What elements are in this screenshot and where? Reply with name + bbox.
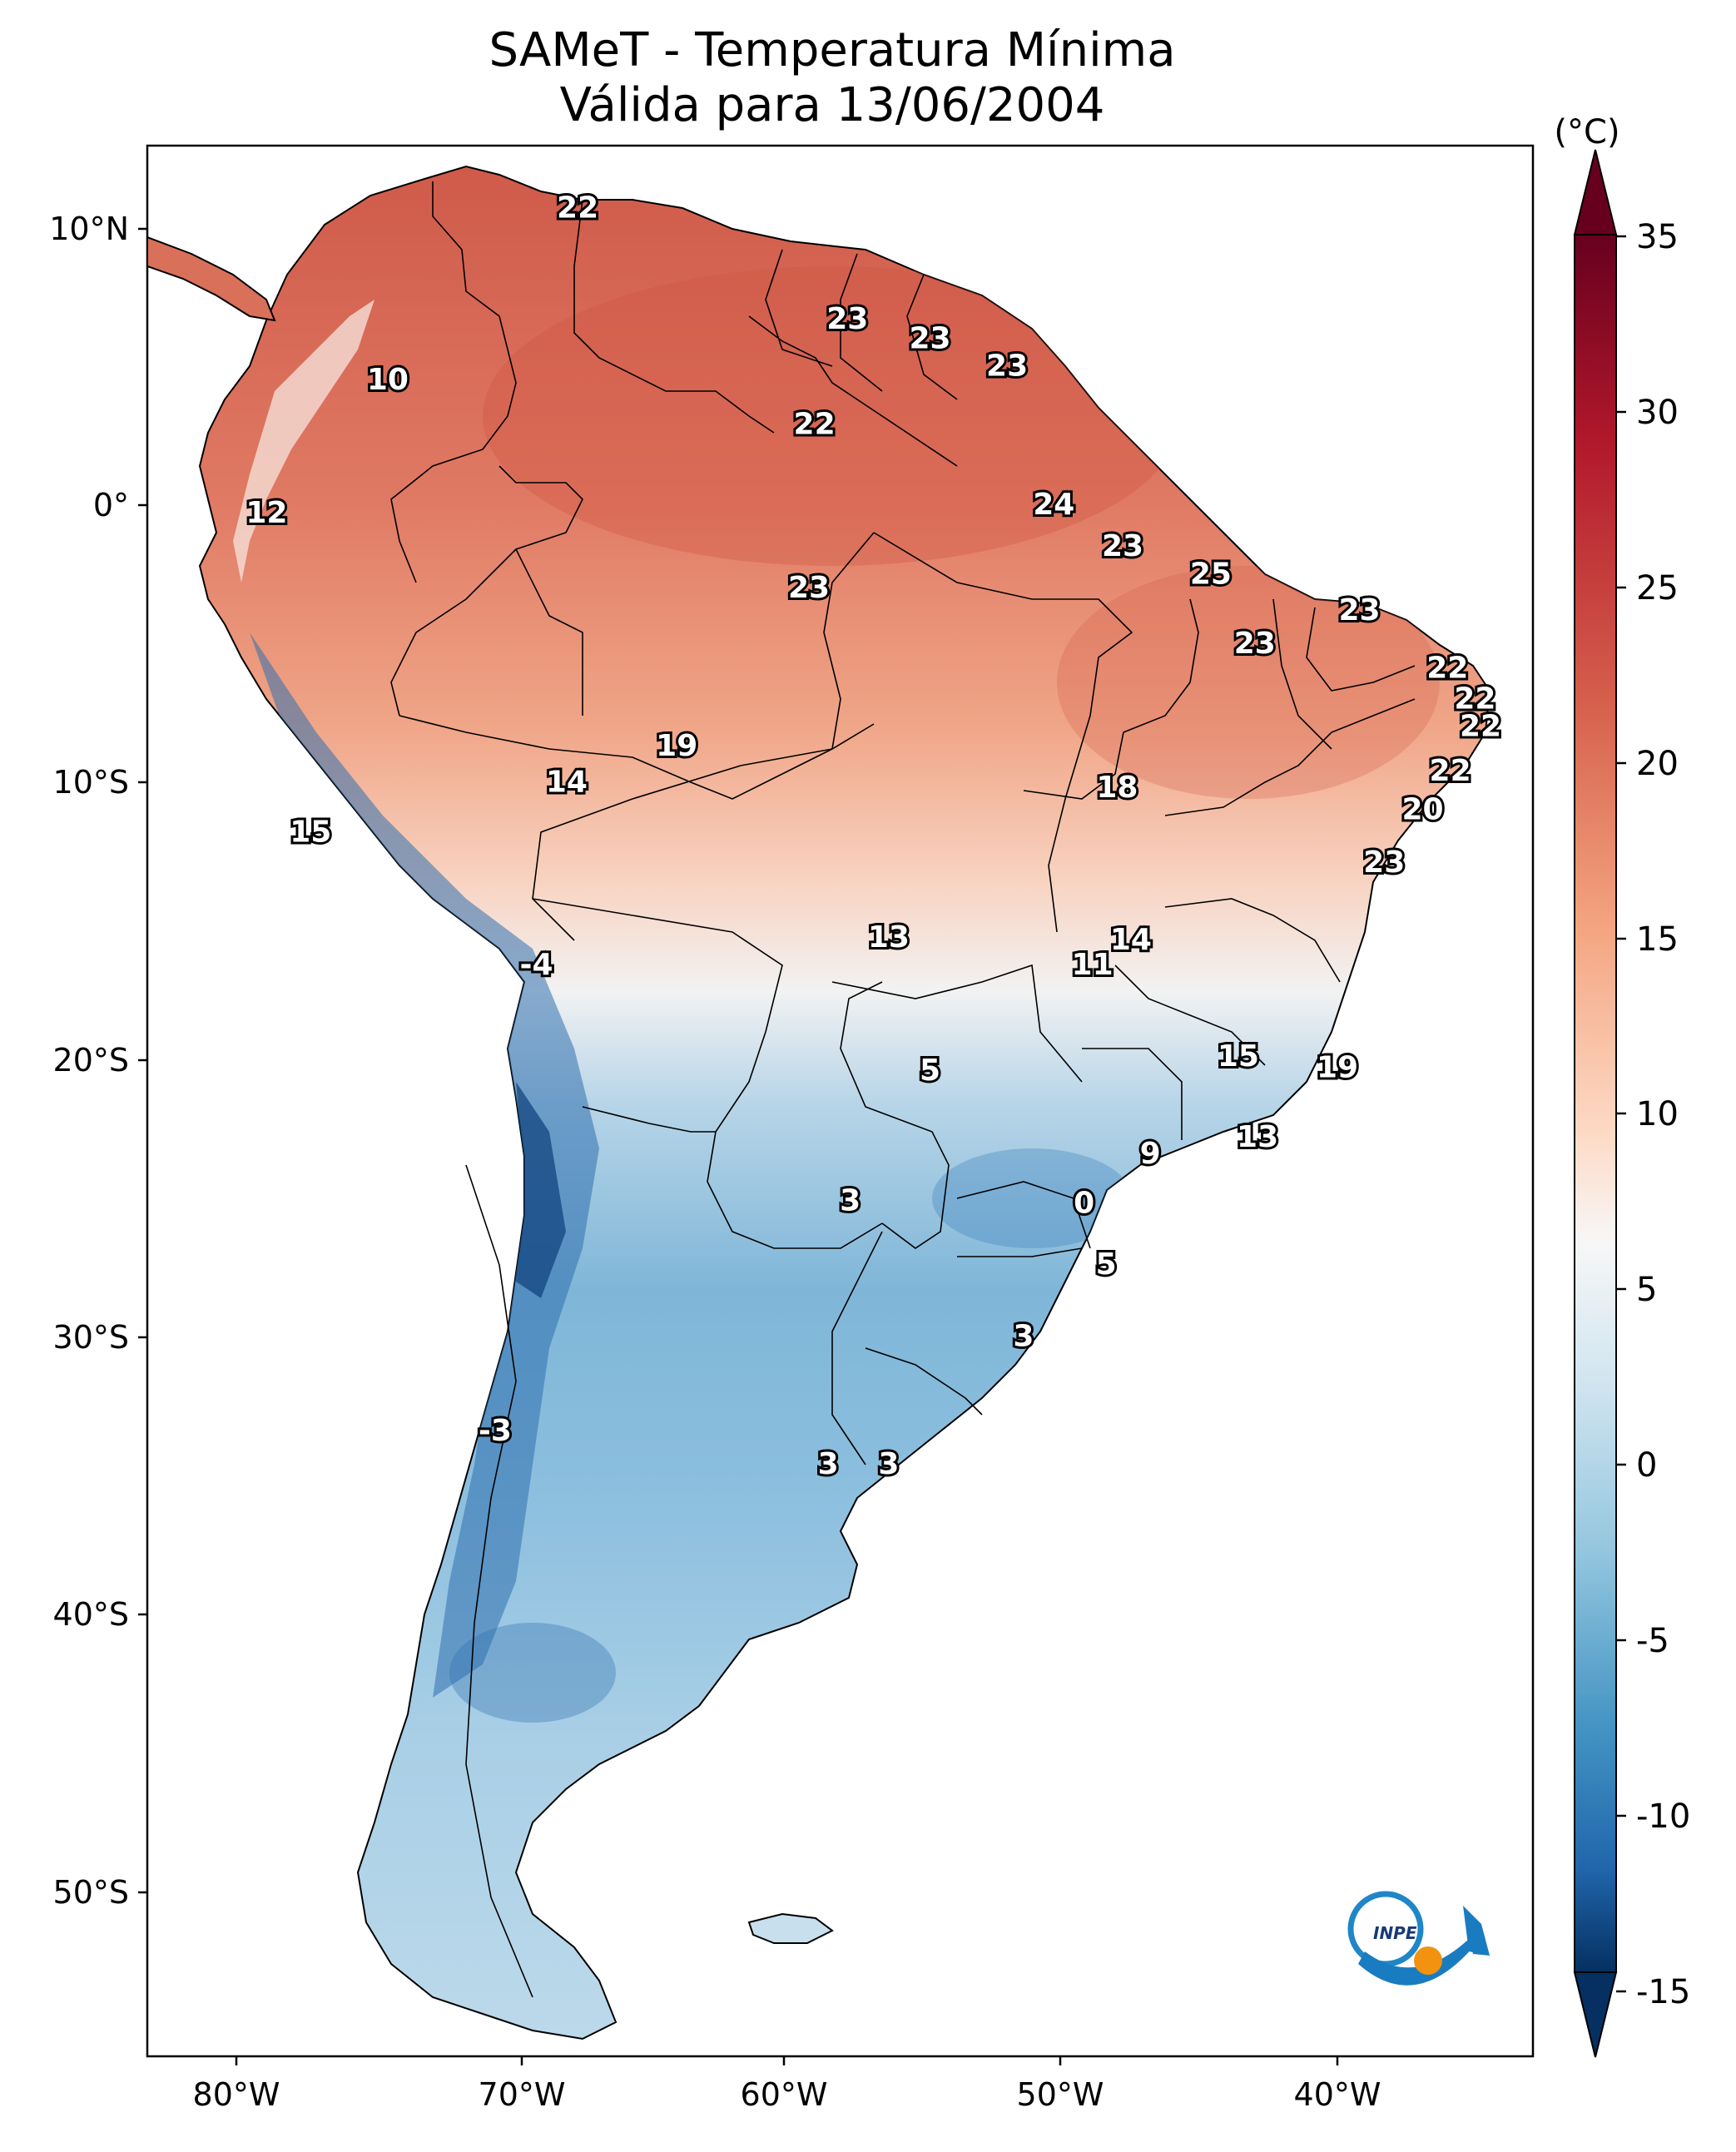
temperature-value-label: 23 [909, 321, 950, 355]
lat-label: 10°S [53, 764, 129, 801]
temperature-value-label: 11 [1072, 948, 1114, 982]
colorbar-tick: -10 [1636, 1797, 1690, 1836]
land-layer [147, 165, 1491, 2040]
colorbar: (°C) 35 30 25 20 15 10 5 0 -5 -10 -15 [1554, 113, 1690, 2058]
temperature-value-label: 12 [246, 496, 287, 530]
axis-ticks [138, 227, 1339, 2065]
longitude-labels: 80°W 70°W 60°W 50°W 40°W [193, 2076, 1381, 2113]
colorbar-top-arrow [1573, 149, 1618, 236]
inpe-logo: INPE [1347, 1891, 1490, 1986]
falkland-islands [747, 1912, 834, 1944]
title-line-2: Válida para 13/06/2004 [559, 78, 1105, 132]
temperature-value-label: -3 [479, 1414, 512, 1448]
lon-label: 40°W [1294, 2076, 1381, 2113]
colorbar-tick: 30 [1636, 394, 1679, 432]
temperature-value-label: 18 [1096, 771, 1138, 805]
temperature-value-label: 13 [1237, 1120, 1278, 1154]
lat-label: 10°N [49, 211, 129, 247]
colorbar-tick: 20 [1636, 745, 1679, 783]
temperature-value-label: 5 [920, 1054, 940, 1088]
temperature-value-label: 23 [1234, 627, 1276, 661]
temperature-value-label: 9 [1140, 1137, 1161, 1171]
colorbar-bar [1574, 234, 1617, 1973]
temperature-value-label: 20 [1401, 793, 1443, 827]
colorbar-unit: (°C) [1554, 113, 1619, 151]
temperature-value-label: 19 [1317, 1051, 1358, 1085]
lon-label: 60°W [741, 2076, 828, 2113]
lon-label: 70°W [479, 2076, 566, 2113]
temperature-value-label: 22 [1426, 652, 1468, 686]
lat-label: 30°S [53, 1319, 129, 1356]
temperature-shading [233, 266, 1440, 1723]
temperature-value-label: 14 [546, 765, 588, 799]
temperature-value-label: 14 [1110, 923, 1152, 957]
temperature-value-label: 10 [367, 363, 409, 397]
temperature-value-label: 19 [656, 729, 697, 763]
temperature-value-label: -4 [520, 948, 553, 982]
temperature-value-label: 5 [1096, 1247, 1117, 1282]
temperature-value-label: 23 [826, 302, 868, 336]
central-america-land [147, 236, 276, 322]
temperature-value-label: 3 [840, 1183, 861, 1217]
colorbar-tick: -5 [1636, 1622, 1669, 1660]
temperature-value-label: 23 [1102, 529, 1143, 563]
colorbar-tick: 0 [1636, 1446, 1657, 1485]
colorbar-bottom-arrow [1573, 1971, 1618, 2058]
temperature-value-label: 23 [986, 350, 1028, 384]
temperature-value-label: 15 [290, 815, 331, 849]
lon-label: 50°W [1017, 2076, 1104, 2113]
colorbar-tick: 10 [1636, 1095, 1679, 1133]
temperature-value-label: 23 [1363, 845, 1405, 880]
lat-label: 0° [93, 487, 129, 523]
temperature-value-label: 22 [1430, 754, 1471, 788]
temperature-value-label: 3 [878, 1447, 899, 1481]
temperature-value-label: 22 [557, 191, 598, 226]
temperature-value-label: 0 [1074, 1187, 1094, 1221]
colorbar-tick: 15 [1636, 920, 1679, 959]
colorbar-tick: 5 [1636, 1271, 1657, 1309]
temperature-value-label: 22 [1454, 682, 1495, 716]
temperature-value-label: 23 [1338, 593, 1380, 627]
temperature-value-label: 15 [1218, 1039, 1259, 1074]
political-borders [390, 181, 1416, 1998]
temperature-value-label: 25 [1190, 558, 1232, 592]
colorbar-tick: 35 [1636, 218, 1679, 256]
inpe-logo-text: INPE [1373, 1923, 1417, 1943]
map-title: SAMeT - Temperatura Mínima Válida para 1… [0, 23, 1664, 133]
temperature-value-label: 23 [788, 571, 830, 605]
lat-label: 20°S [53, 1042, 129, 1078]
temperature-value-label: 22 [1460, 710, 1501, 744]
colorbar-tick: -15 [1636, 1973, 1690, 2011]
temperature-value-label: 13 [868, 920, 910, 955]
temperature-value-label: 3 [818, 1447, 839, 1481]
temperature-value-label: 3 [1013, 1320, 1034, 1354]
lat-label: 40°S [53, 1596, 129, 1633]
colorbar-tick: 25 [1636, 569, 1679, 607]
temperature-value-label: 22 [794, 408, 836, 442]
latitude-labels: 10°N 0° 10°S 20°S 30°S 40°S 50°S [49, 211, 129, 1911]
lon-label: 80°W [193, 2076, 280, 2113]
south-america-land [198, 165, 1491, 2040]
title-line-1: SAMeT - Temperatura Mínima [489, 23, 1176, 77]
temperature-value-label: 24 [1033, 488, 1074, 522]
lat-label: 50°S [53, 1874, 129, 1911]
